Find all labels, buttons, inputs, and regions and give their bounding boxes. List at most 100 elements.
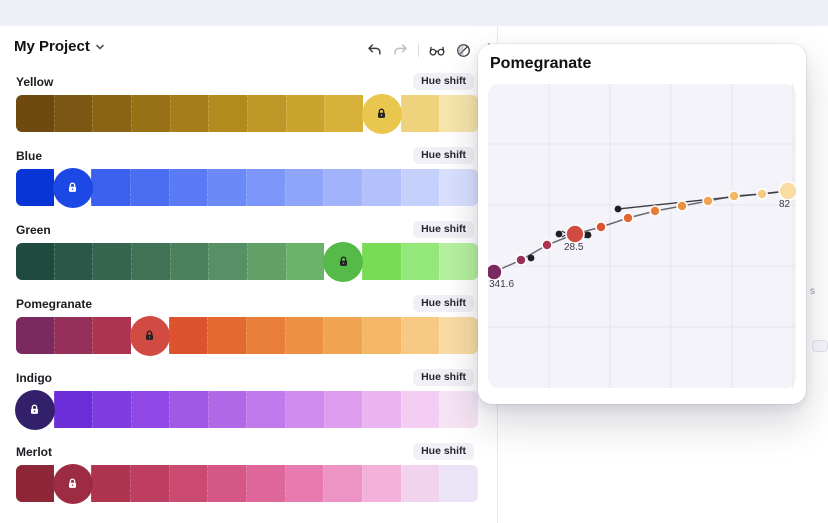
color-swatch[interactable]	[16, 243, 54, 280]
contrast-check-button[interactable]	[453, 40, 473, 60]
color-swatch[interactable]	[246, 391, 286, 428]
hue-point-7[interactable]	[649, 205, 661, 217]
color-swatch[interactable]	[400, 391, 440, 428]
color-swatch[interactable]	[362, 391, 401, 428]
color-swatch[interactable]	[130, 391, 170, 428]
color-swatch[interactable]	[284, 317, 324, 354]
color-swatch[interactable]	[323, 317, 363, 354]
hue-shift-badge[interactable]: Hue shift	[413, 220, 474, 239]
color-swatch[interactable]	[52, 463, 93, 504]
hue-point-5[interactable]	[595, 221, 607, 233]
color-swatch[interactable]	[323, 391, 363, 428]
color-swatch[interactable]	[16, 169, 54, 206]
color-swatch[interactable]	[400, 465, 440, 502]
color-swatch[interactable]	[284, 169, 324, 206]
color-swatch[interactable]	[285, 95, 325, 132]
control-point[interactable]	[555, 230, 563, 238]
color-swatch[interactable]	[284, 465, 324, 502]
redo-button[interactable]	[390, 40, 410, 60]
color-swatch[interactable]	[439, 317, 479, 354]
color-swatch[interactable]	[130, 465, 169, 502]
hue-shift-chart[interactable]: 341.6 28.5 82	[488, 84, 796, 388]
color-swatch[interactable]	[362, 243, 401, 280]
color-swatch[interactable]	[246, 465, 285, 502]
color-swatch[interactable]	[130, 169, 169, 206]
undo-button[interactable]	[364, 40, 384, 60]
color-swatch[interactable]	[362, 169, 401, 206]
lock-button[interactable]	[323, 241, 364, 282]
color-swatch[interactable]	[247, 95, 286, 132]
color-swatch[interactable]	[53, 95, 93, 132]
color-swatch[interactable]	[439, 169, 479, 206]
color-swatch[interactable]	[16, 465, 54, 502]
color-swatch[interactable]	[129, 315, 170, 356]
color-swatch[interactable]	[285, 243, 325, 280]
color-swatch[interactable]	[207, 169, 247, 206]
color-swatch[interactable]	[400, 243, 440, 280]
hue-point-8[interactable]	[676, 200, 688, 212]
color-swatch[interactable]	[92, 317, 132, 354]
hue-point-10[interactable]	[728, 190, 740, 202]
color-swatch[interactable]	[323, 241, 364, 282]
color-swatch[interactable]	[53, 317, 93, 354]
hue-shift-badge[interactable]: Hue shift	[413, 294, 474, 313]
hue-point-9[interactable]	[702, 195, 714, 207]
color-swatch[interactable]	[400, 169, 440, 206]
color-swatch[interactable]	[168, 465, 208, 502]
color-swatch[interactable]	[207, 317, 247, 354]
lock-button[interactable]	[52, 167, 93, 208]
hue-point-1[interactable]	[488, 263, 503, 281]
color-swatch[interactable]	[246, 169, 285, 206]
color-swatch[interactable]	[53, 243, 93, 280]
color-swatch[interactable]	[400, 95, 440, 132]
color-swatch[interactable]	[285, 391, 324, 428]
hue-point-3[interactable]	[541, 239, 553, 251]
project-menu[interactable]: My Project	[14, 38, 105, 55]
color-swatch[interactable]	[208, 243, 248, 280]
color-swatch[interactable]	[323, 465, 363, 502]
color-swatch[interactable]	[92, 391, 131, 428]
control-point[interactable]	[614, 205, 622, 213]
hue-shift-badge[interactable]: Hue shift	[413, 72, 474, 91]
color-swatch[interactable]	[16, 317, 54, 354]
color-swatch[interactable]	[92, 95, 132, 132]
color-swatch[interactable]	[169, 243, 209, 280]
color-swatch[interactable]	[168, 317, 208, 354]
color-swatch[interactable]	[91, 169, 131, 206]
color-swatch[interactable]	[208, 95, 248, 132]
color-swatch[interactable]	[362, 317, 401, 354]
color-swatch[interactable]	[400, 317, 440, 354]
color-swatch[interactable]	[169, 391, 208, 428]
control-point[interactable]	[527, 254, 535, 262]
color-swatch[interactable]	[207, 465, 247, 502]
hue-point-12[interactable]	[778, 181, 796, 201]
colorblind-sim-button[interactable]	[427, 40, 447, 60]
color-swatch[interactable]	[131, 95, 170, 132]
lock-button[interactable]	[129, 315, 170, 356]
hue-point-11[interactable]	[756, 188, 768, 200]
hue-shift-badge[interactable]: Hue shift	[413, 368, 474, 387]
color-swatch[interactable]	[168, 169, 208, 206]
color-swatch[interactable]	[247, 243, 286, 280]
color-swatch[interactable]	[14, 389, 55, 430]
hue-point-2[interactable]	[515, 254, 527, 266]
control-point[interactable]	[584, 231, 592, 239]
color-swatch[interactable]	[324, 95, 364, 132]
hue-shift-badge[interactable]: Hue shift	[413, 442, 474, 461]
lock-button[interactable]	[361, 93, 402, 134]
color-swatch[interactable]	[169, 95, 209, 132]
lock-button[interactable]	[52, 463, 93, 504]
color-swatch[interactable]	[362, 465, 401, 502]
color-swatch[interactable]	[131, 243, 170, 280]
color-swatch[interactable]	[439, 465, 479, 502]
color-swatch[interactable]	[92, 243, 132, 280]
hue-shift-badge[interactable]: Hue shift	[413, 146, 474, 165]
hue-point-6[interactable]	[622, 212, 634, 224]
color-swatch[interactable]	[207, 391, 247, 428]
color-swatch[interactable]	[439, 391, 478, 428]
color-swatch[interactable]	[53, 391, 93, 428]
color-swatch[interactable]	[16, 95, 54, 132]
color-swatch[interactable]	[246, 317, 285, 354]
color-swatch[interactable]	[439, 243, 479, 280]
hue-point-4[interactable]	[565, 224, 585, 244]
